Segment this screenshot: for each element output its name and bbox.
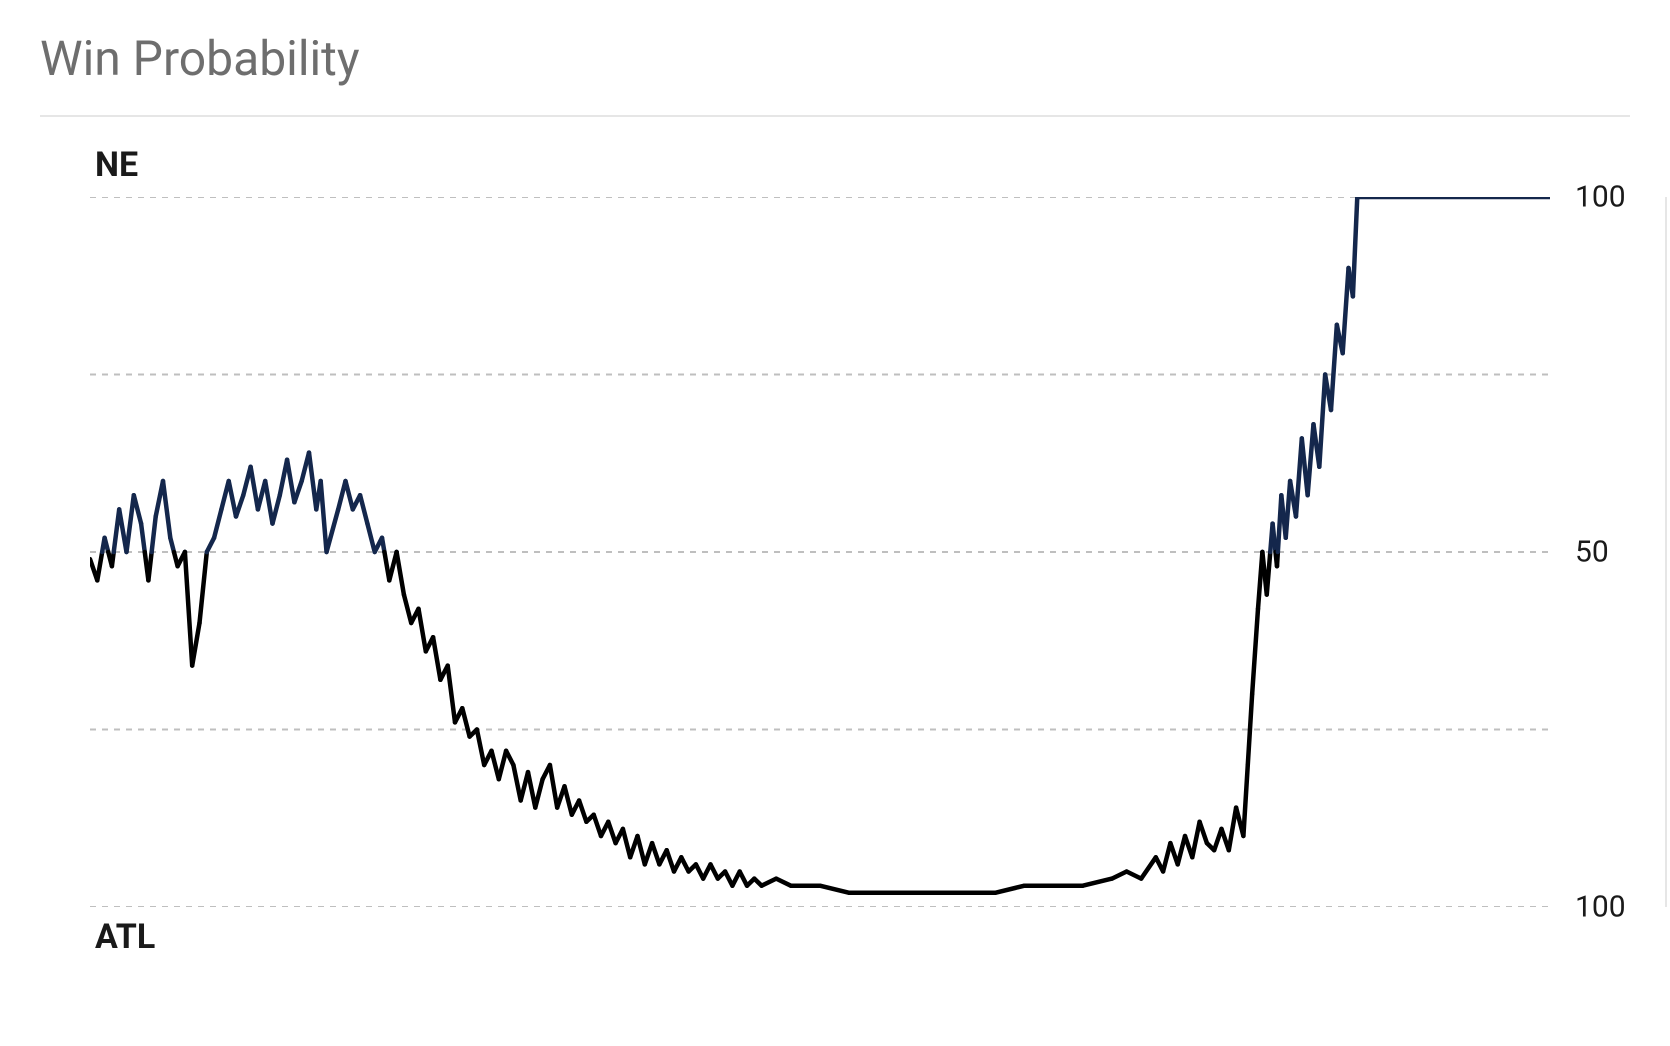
chart-title: Win Probability <box>40 30 1630 87</box>
win-probability-plot <box>90 197 1550 907</box>
y-tick-top: 100 <box>1575 180 1626 215</box>
title-divider <box>40 115 1630 117</box>
right-divider <box>1665 197 1667 907</box>
chart-area: NE ATL 100 50 100 <box>40 145 1630 965</box>
win-probability-panel: Win Probability NE ATL 100 50 100 <box>0 0 1670 1046</box>
team-label-top: NE <box>95 145 138 185</box>
y-tick-bottom: 100 <box>1575 890 1626 925</box>
team-label-bottom: ATL <box>95 917 155 957</box>
y-tick-mid: 50 <box>1575 535 1609 570</box>
